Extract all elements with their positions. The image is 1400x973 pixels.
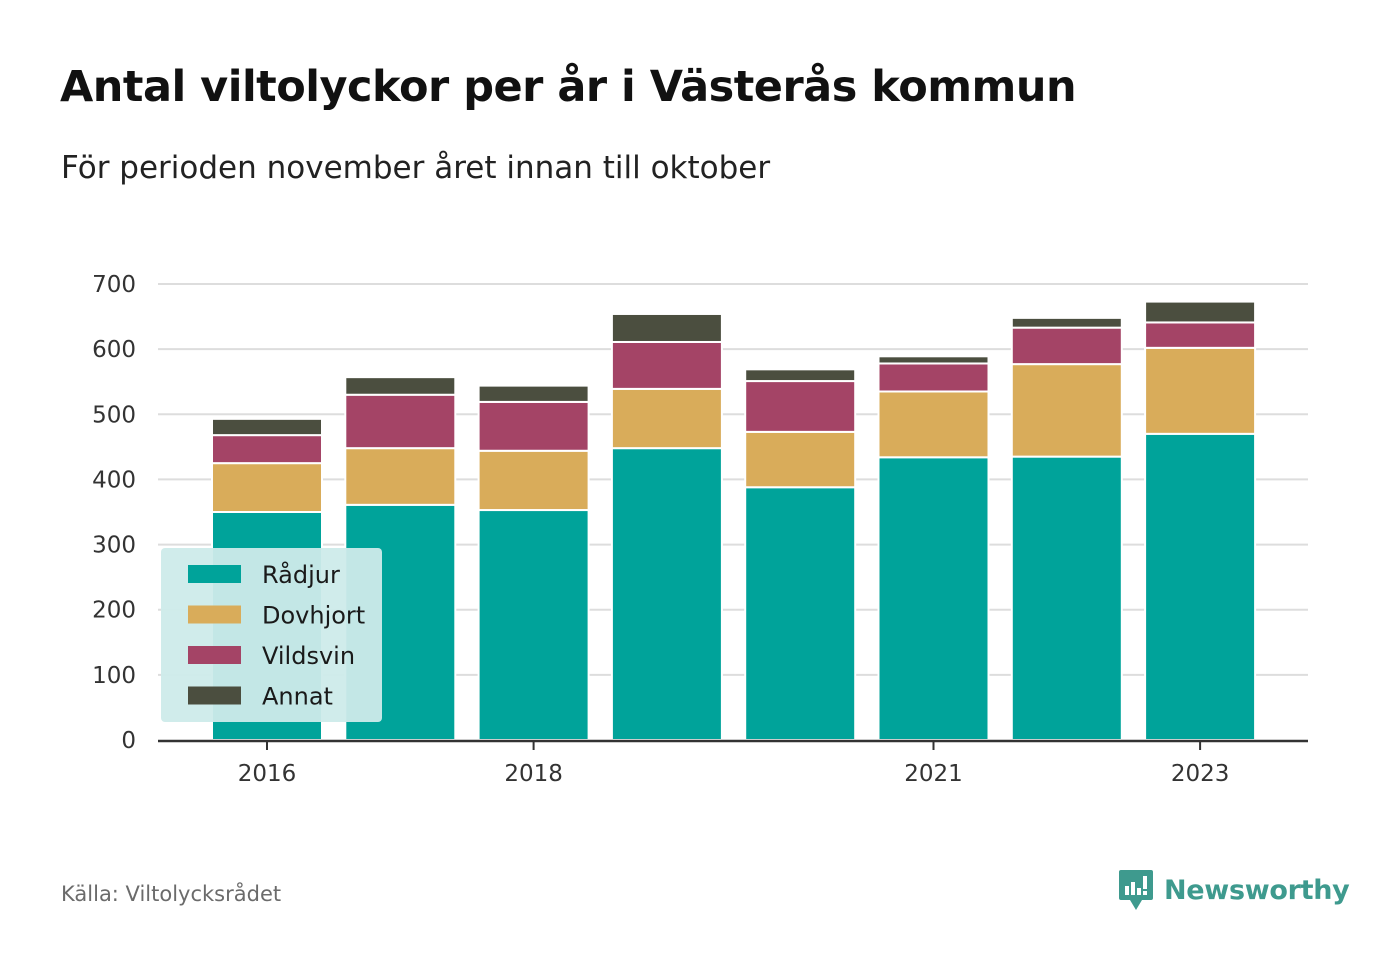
bar-segment-vildsvin-2017: [344, 393, 457, 450]
bar-segment-dovhjort-2022: [1010, 363, 1123, 458]
legend: Rådjur Dovhjort Vildsvin Annat: [161, 548, 382, 722]
x-tick-label: 2018: [504, 761, 563, 787]
bar-segment-rådjur-2023: [1144, 432, 1257, 741]
bar-segment-annat-2023: [1144, 300, 1257, 324]
y-tick-label: 400: [92, 467, 136, 493]
stacked-bar-chart: 0 100 200 300 400 500 600 700 2016 2018 2021 2023 R…: [92, 272, 1308, 787]
bar-segment-dovhjort-2020: [744, 430, 857, 489]
bar-segment-dovhjort-2019: [610, 387, 723, 450]
bar-segment-vildsvin-2023: [1144, 321, 1257, 349]
bar-segment-annat-2020: [744, 368, 857, 383]
bar-segment-rådjur-2022: [1010, 455, 1123, 741]
bar-segment-dovhjort-2017: [344, 447, 457, 506]
legend-label-vildsvin: Vildsvin: [262, 642, 355, 670]
bar-segment-annat-2021: [877, 355, 990, 365]
source-note: Källa: Viltolycksrådet: [61, 882, 282, 906]
bar-segment-dovhjort-2016: [211, 462, 323, 513]
bar-segment-rådjur-2018: [477, 509, 590, 741]
chart-title: Antal viltolyckor per år i Västerås komm…: [60, 62, 1077, 112]
bar-segment-annat-2018: [477, 384, 590, 403]
y-tick-label: 600: [92, 337, 136, 363]
brand-logo: Newsworthy: [1118, 868, 1350, 912]
legend-label-annat: Annat: [262, 683, 333, 711]
legend-swatch-rådjur: [188, 565, 241, 583]
bar-segment-vildsvin-2020: [744, 380, 857, 433]
x-tick-label: 2023: [1171, 761, 1230, 787]
y-tick-label: 700: [92, 272, 136, 298]
bar-segment-dovhjort-2018: [477, 449, 590, 512]
bar-segment-vildsvin-2016: [211, 434, 323, 465]
legend-background: [161, 548, 382, 722]
bar-segment-rådjur-2020: [744, 486, 857, 742]
y-tick-label: 300: [92, 533, 136, 559]
y-tick-label: 100: [92, 663, 136, 689]
bar-segment-dovhjort-2021: [877, 390, 990, 459]
x-tick-label: 2021: [904, 761, 963, 787]
legend-label-rådjur: Rådjur: [262, 560, 340, 589]
bar-segment-annat-2016: [211, 417, 323, 437]
bar-segment-rådjur-2019: [610, 447, 723, 741]
chart-subtitle: För perioden november året innan till ok…: [61, 150, 771, 186]
axes: 0 100 200 300 400 500 600 700 2016 2018 2021 2023: [92, 272, 1308, 787]
legend-swatch-vildsvin: [188, 646, 241, 664]
bar-segment-rådjur-2021: [877, 456, 990, 741]
y-tick-label: 0: [121, 728, 136, 754]
bar-segment-annat-2017: [344, 376, 457, 396]
legend-label-dovhjort: Dovhjort: [262, 602, 365, 630]
bar-segment-vildsvin-2021: [877, 362, 990, 393]
bar-segment-vildsvin-2022: [1010, 326, 1123, 366]
brand-name: Newsworthy: [1164, 874, 1350, 906]
bar-segment-dovhjort-2023: [1144, 346, 1257, 435]
y-tick-label: 200: [92, 598, 136, 624]
legend-swatch-annat: [188, 686, 241, 705]
newsworthy-logo-icon: [1119, 870, 1153, 910]
bar-segment-vildsvin-2019: [610, 340, 723, 390]
x-tick-label: 2016: [238, 761, 297, 787]
legend-swatch-dovhjort: [188, 605, 241, 624]
y-tick-label: 500: [92, 402, 136, 428]
bar-segment-annat-2022: [1010, 316, 1123, 329]
bar-segment-vildsvin-2018: [477, 400, 590, 452]
bar-segment-annat-2019: [610, 312, 723, 343]
